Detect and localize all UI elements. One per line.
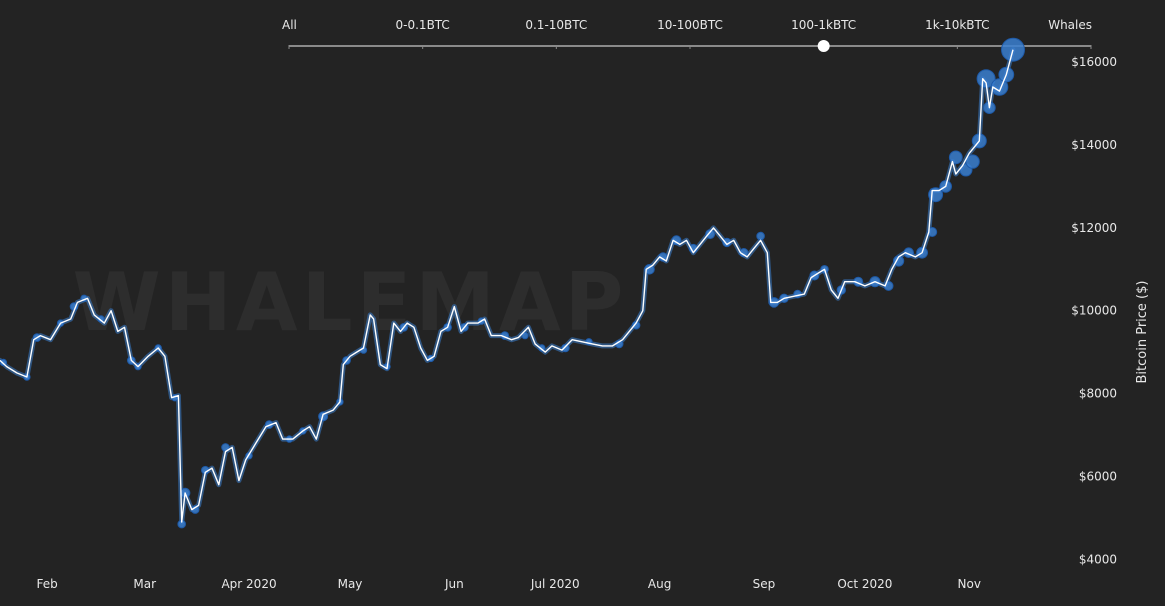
y-tick-label: $4000 — [1079, 552, 1117, 566]
x-tick-label: Feb — [36, 577, 57, 591]
x-axis: Feb Mar Apr 2020 May Jun Jul 2020 Aug Sep Oct 20… — [36, 577, 980, 591]
whale-bubble — [561, 343, 570, 353]
x-tick-label: Mar — [133, 577, 156, 591]
y-tick-label: $16000 — [1071, 55, 1117, 69]
y-tick-label: $8000 — [1079, 387, 1117, 401]
slider-option-label[interactable]: 1k-10kBTC — [925, 18, 989, 32]
x-tick-label: Nov — [958, 577, 981, 591]
y-axis: $4000 $6000 $8000 $10000 $12000 $14000 $16000 — [1071, 55, 1117, 566]
whale-bubble — [631, 320, 641, 330]
x-tick-label: Oct 2020 — [837, 577, 892, 591]
y-axis-label: Bitcoin Price ($) — [1135, 281, 1150, 384]
whale-bubble — [965, 154, 980, 169]
whale-bubble — [705, 229, 716, 240]
slider-option-label[interactable]: 100-1kBTC — [791, 18, 856, 32]
x-tick-label: Apr 2020 — [221, 577, 276, 591]
x-tick-label: Sep — [753, 577, 776, 591]
whale-bubble — [927, 227, 938, 237]
whale-bubble — [893, 255, 905, 267]
whale-bubble — [739, 248, 749, 258]
y-tick-label: $6000 — [1079, 469, 1117, 483]
slider-option-label[interactable]: Whales — [1048, 18, 1092, 32]
slider-option-label[interactable]: 0-0.1BTC — [396, 18, 450, 32]
y-tick-label: $14000 — [1071, 138, 1117, 152]
whale-bubble — [521, 331, 529, 340]
x-tick-label: Aug — [648, 577, 671, 591]
whale-bubble — [538, 344, 546, 352]
plot-area — [0, 37, 1025, 529]
wallet-size-slider[interactable]: All 0-0.1BTC 0.1-10BTC 10-100BTC 100-1kBTC 1k… — [282, 18, 1092, 52]
whale-bubble — [948, 150, 963, 165]
whale-bubble — [97, 315, 105, 323]
whale-bubble — [644, 264, 655, 275]
price-line — [0, 49, 1014, 523]
whale-bubble — [756, 231, 765, 241]
y-tick-label: $10000 — [1071, 304, 1117, 318]
x-tick-label: Jul 2020 — [530, 577, 580, 591]
whale-bubble — [671, 235, 682, 246]
x-tick-label: May — [338, 577, 363, 591]
slider-option-label[interactable]: All — [282, 18, 297, 32]
slider-option-label[interactable]: 10-100BTC — [657, 18, 723, 32]
watermark: WHALEMAP — [73, 256, 628, 349]
y-tick-label: $12000 — [1071, 221, 1117, 235]
slider-handle[interactable] — [817, 40, 830, 52]
slider-option-label[interactable]: 0.1-10BTC — [525, 18, 587, 32]
x-tick-label: Jun — [444, 577, 464, 591]
